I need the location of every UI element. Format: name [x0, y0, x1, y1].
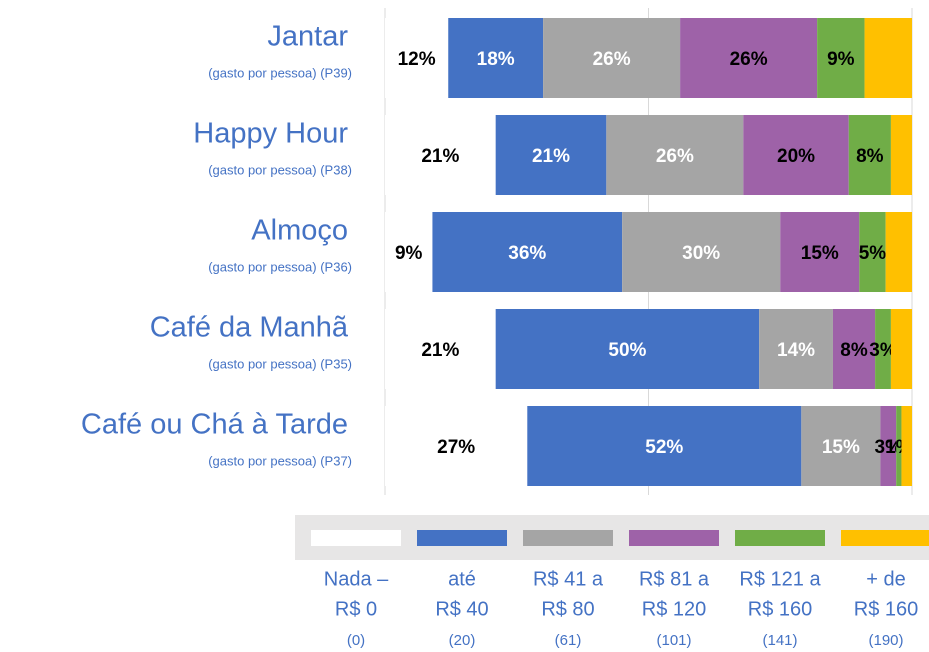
legend-label: + de	[866, 568, 905, 590]
legend-label: R$ 121 a	[739, 568, 821, 590]
legend-swatch	[523, 530, 613, 546]
category-label: Almoço	[251, 215, 348, 247]
legend-code: (20)	[449, 632, 476, 649]
data-label: 15%	[801, 243, 839, 264]
legend-label: R$ 160	[748, 598, 813, 620]
legend-code: (141)	[762, 632, 797, 649]
bar-segment	[385, 212, 433, 292]
bar-segment	[385, 406, 528, 486]
data-label: 3%	[875, 437, 903, 458]
data-label: 52%	[645, 437, 683, 458]
bar-segment	[880, 406, 897, 486]
legend-label: R$ 80	[541, 598, 594, 620]
category-subtitle: (gasto por pessoa) (P36)	[208, 259, 352, 274]
bar-segment	[543, 18, 681, 98]
category-subtitle: (gasto por pessoa) (P35)	[208, 356, 352, 371]
category-subtitle: (gasto por pessoa) (P37)	[208, 453, 352, 468]
legend-label: até	[448, 568, 476, 590]
data-label: 3%	[869, 340, 897, 361]
bar-segment	[432, 212, 623, 292]
bar-segment	[495, 309, 760, 389]
bar-segment	[817, 18, 865, 98]
bar-segment	[527, 406, 802, 486]
data-label: 12%	[398, 49, 436, 70]
data-label: 9%	[395, 243, 423, 264]
legend-label: R$ 160	[854, 598, 919, 620]
category-subtitle: (gasto por pessoa) (P39)	[208, 65, 352, 80]
bar-segment	[780, 212, 860, 292]
legend-label: R$ 41 a	[533, 568, 604, 590]
bar-segment	[495, 115, 607, 195]
data-label: 26%	[593, 49, 631, 70]
data-label: 21%	[421, 340, 459, 361]
data-label: 5%	[859, 243, 887, 264]
bar-segment	[885, 212, 912, 292]
legend-swatch	[311, 530, 401, 546]
bar-segment	[848, 115, 891, 195]
legend-code: (190)	[868, 632, 903, 649]
data-label: 26%	[656, 146, 694, 167]
bar-segment	[385, 115, 496, 195]
bar-segment	[890, 309, 912, 389]
legend-code: (0)	[347, 632, 365, 649]
category-label: Café ou Chá à Tarde	[81, 409, 348, 441]
bar-segment	[890, 115, 912, 195]
category-label: Café da Manhã	[150, 312, 349, 344]
data-label: 30%	[682, 243, 720, 264]
bar-segment	[859, 212, 886, 292]
legend-swatch	[735, 530, 825, 546]
bar-segment	[801, 406, 881, 486]
category-subtitle: (gasto por pessoa) (P38)	[208, 162, 352, 177]
bar-segment	[759, 309, 833, 389]
legend-label: R$ 40	[435, 598, 488, 620]
legend-label: R$ 120	[642, 598, 707, 620]
data-label: 8%	[840, 340, 868, 361]
data-label: 27%	[437, 437, 475, 458]
data-label: 21%	[532, 146, 570, 167]
bar-segment	[896, 406, 902, 486]
legend-code: (61)	[555, 632, 582, 649]
bar-segment	[448, 18, 544, 98]
bar-segment	[385, 309, 496, 389]
category-label: Jantar	[267, 21, 348, 53]
legend-label: R$ 81 a	[639, 568, 710, 590]
bar-segment	[743, 115, 849, 195]
bar-segment	[832, 309, 876, 389]
bar-segment	[875, 309, 891, 389]
data-label: 20%	[777, 146, 815, 167]
bar-segment	[622, 212, 781, 292]
legend-swatch	[417, 530, 507, 546]
legend-label: Nada –	[324, 568, 389, 590]
legend-swatch	[841, 530, 929, 546]
legend-code: (101)	[656, 632, 691, 649]
data-label: 18%	[477, 49, 515, 70]
bar-segment	[606, 115, 744, 195]
bar-segment	[680, 18, 818, 98]
bar-segment	[901, 406, 912, 486]
legend-label: R$ 0	[335, 598, 377, 620]
data-label: 36%	[508, 243, 546, 264]
bar-segment	[864, 18, 912, 98]
data-label: 50%	[608, 340, 646, 361]
data-label: 8%	[856, 146, 884, 167]
data-label: 9%	[827, 49, 855, 70]
data-label: 14%	[777, 340, 815, 361]
legend-swatch	[629, 530, 719, 546]
data-label: 21%	[421, 146, 459, 167]
data-label: 15%	[822, 437, 860, 458]
bar-segment	[385, 18, 449, 98]
category-label: Happy Hour	[193, 118, 348, 150]
data-label: 26%	[730, 49, 768, 70]
